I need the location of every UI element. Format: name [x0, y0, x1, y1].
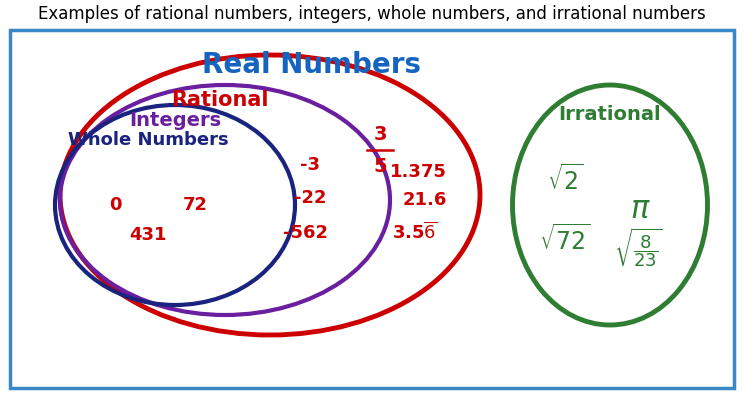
Text: 431: 431 — [129, 226, 167, 244]
Text: 3.5$\overline{6}$: 3.5$\overline{6}$ — [392, 221, 437, 243]
Text: 72: 72 — [182, 196, 208, 214]
Text: $\sqrt{2}$: $\sqrt{2}$ — [547, 165, 583, 195]
Text: Rational: Rational — [171, 90, 269, 110]
Text: -562: -562 — [283, 224, 327, 242]
Text: 3: 3 — [373, 126, 387, 144]
Text: $\pi$: $\pi$ — [629, 196, 650, 224]
Text: Irrational: Irrational — [559, 106, 661, 124]
Text: 5: 5 — [373, 158, 387, 176]
Text: Whole Numbers: Whole Numbers — [68, 131, 228, 149]
Text: Real Numbers: Real Numbers — [202, 51, 422, 79]
Text: -22: -22 — [294, 189, 327, 207]
Text: $\sqrt{\dfrac{8}{23}}$: $\sqrt{\dfrac{8}{23}}$ — [614, 227, 662, 269]
FancyBboxPatch shape — [10, 30, 734, 388]
Text: 21.6: 21.6 — [403, 191, 447, 209]
Text: $\sqrt{72}$: $\sqrt{72}$ — [539, 225, 591, 255]
Text: Integers: Integers — [129, 110, 221, 130]
Text: Examples of rational numbers, integers, whole numbers, and irrational numbers: Examples of rational numbers, integers, … — [38, 5, 706, 23]
Text: -3: -3 — [300, 156, 320, 174]
Text: 0: 0 — [109, 196, 121, 214]
Text: 1.375: 1.375 — [390, 163, 446, 181]
